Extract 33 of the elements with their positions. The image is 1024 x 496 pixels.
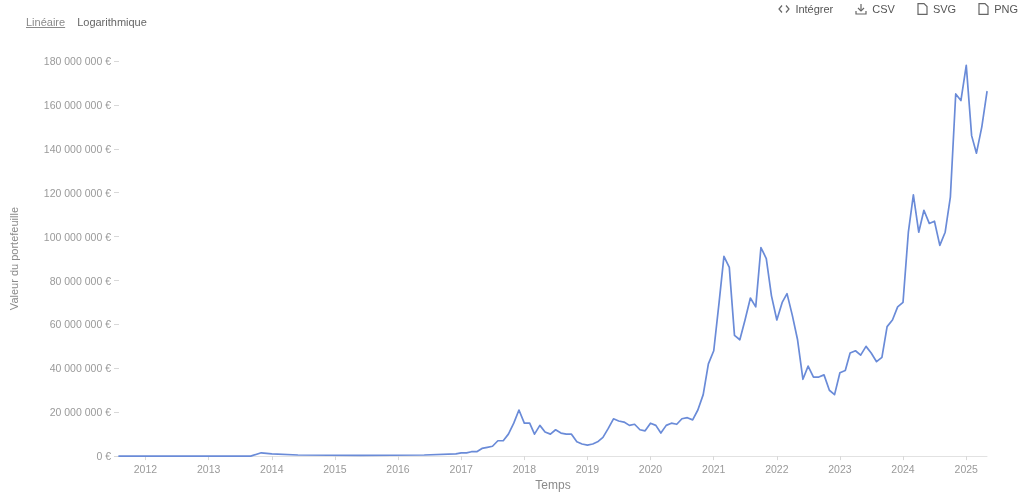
x-tick-label: 2020 [638,462,663,475]
x-tick-label: 2023 [828,462,852,475]
text: CSV [872,3,895,15]
y-tick-label: 40 000 000 € [49,362,112,375]
text: Logarithmique [77,16,147,28]
text: Intégrer [795,3,834,15]
x-tick-label: 2014 [260,462,284,475]
y-tick-label: 140 000 000 € [43,142,112,155]
y-tick-label: 20 000 000 € [49,406,112,419]
x-tick-label: 2019 [575,462,600,475]
text: SVG [932,3,957,15]
x-tick-label: 2015 [323,462,347,475]
x-tick-label: 2025 [954,462,979,475]
y-tick-label: 100 000 000 € [43,230,112,243]
text: Linéaire [26,16,66,28]
x-tick-label: 2024 [891,462,915,475]
y-tick-label: 60 000 000 € [49,318,112,331]
y-tick-label: 0 € [96,450,112,463]
y-tick-label: 180 000 000 € [43,55,112,67]
x-tick-label: 2016 [386,462,410,475]
x-tick-label: 2021 [702,462,726,475]
x-axis-title: Temps [535,478,571,492]
x-tick-label: 2022 [765,462,789,475]
x-tick-label: 2017 [449,462,474,475]
line-series [118,64,988,457]
x-tick-label: 2018 [512,462,537,475]
y-tick-label: 80 000 000 € [49,274,112,287]
y-tick-label: 160 000 000 € [43,98,112,111]
x-tick-label: 2012 [133,462,158,475]
y-axis-title: Valeur du portefeuille [7,206,20,311]
text: PNG [994,3,1018,15]
y-tick-label: 120 000 000 € [43,186,112,199]
x-tick-label: 2013 [197,462,221,475]
